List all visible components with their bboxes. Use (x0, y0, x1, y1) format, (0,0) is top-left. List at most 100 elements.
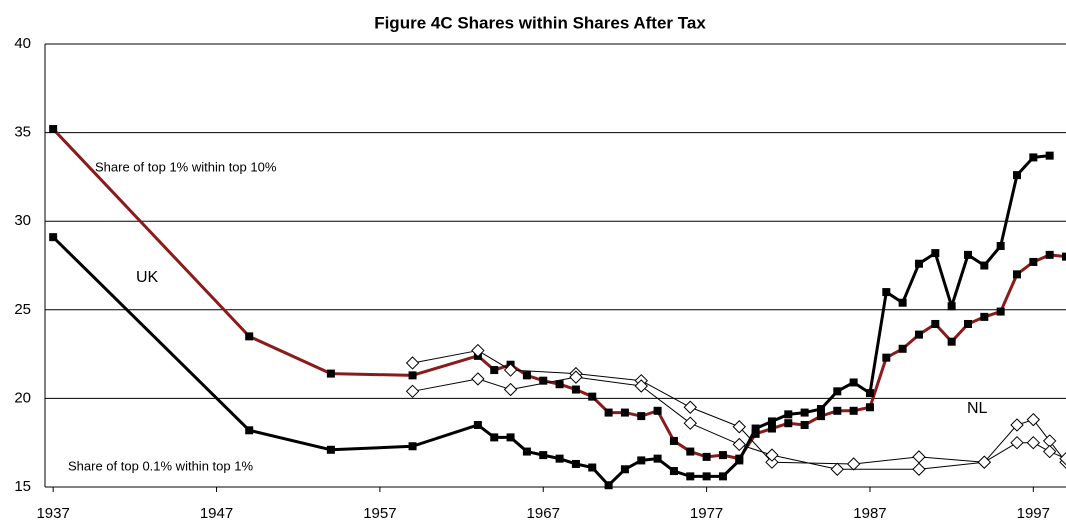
diamond-marker (405, 356, 420, 370)
square-marker (588, 392, 597, 401)
diamond-marker (405, 384, 420, 399)
square-marker (980, 312, 989, 321)
square-marker (245, 426, 254, 435)
square-marker (539, 376, 548, 385)
square-marker (571, 385, 580, 394)
diamond-marker (1010, 435, 1024, 450)
square-marker (767, 424, 776, 433)
square-marker (326, 369, 335, 378)
square-marker (784, 410, 793, 419)
y-tick-label: 35 (14, 124, 31, 141)
diamond-marker (732, 437, 746, 452)
square-marker (620, 408, 629, 417)
square-marker (637, 412, 646, 421)
square-marker (963, 319, 972, 328)
square-marker (980, 261, 989, 270)
square-marker (604, 481, 613, 490)
diamond-marker (912, 450, 926, 464)
x-tick-label: 1957 (363, 505, 396, 522)
square-marker (931, 319, 940, 328)
diamond-marker (569, 370, 583, 384)
square-marker (571, 459, 580, 468)
y-tick-label: 30 (14, 212, 31, 229)
y-tick-label: 40 (14, 35, 31, 52)
square-marker (702, 452, 711, 461)
diamond-marker (912, 462, 926, 476)
diamond-marker (683, 416, 697, 430)
square-marker (326, 445, 335, 454)
square-marker (914, 330, 923, 339)
square-marker (539, 451, 548, 460)
square-marker (555, 380, 564, 389)
square-marker (849, 406, 858, 415)
y-tick-label: 25 (14, 301, 31, 318)
square-marker (408, 371, 417, 380)
diamond-marker (471, 343, 485, 358)
diamond-marker (1026, 412, 1041, 427)
diamond-marker (765, 448, 779, 462)
square-marker (898, 344, 907, 353)
diamond-marker (1010, 418, 1024, 432)
square-marker (49, 125, 58, 134)
square-marker (718, 472, 727, 481)
annotation: Share of top 0.1% within top 1% (68, 458, 253, 473)
diamond-marker (846, 457, 861, 471)
square-marker (1045, 250, 1054, 259)
square-marker (555, 454, 564, 463)
annotation: NL (967, 400, 988, 417)
diamond-marker (634, 379, 648, 393)
square-marker (653, 454, 662, 463)
diamond-marker (503, 363, 518, 377)
annotation: UK (136, 269, 159, 286)
square-marker (604, 408, 613, 417)
square-marker (849, 378, 858, 387)
square-marker (522, 371, 531, 380)
diamond-marker (1059, 451, 1066, 466)
plot-area (49, 125, 1066, 490)
square-marker (245, 332, 254, 341)
square-marker (1012, 171, 1021, 180)
diamond-marker (830, 462, 845, 476)
square-marker (833, 406, 842, 415)
square-marker (751, 424, 760, 433)
x-tick-label: 1947 (200, 505, 233, 522)
square-marker (947, 337, 956, 346)
square-marker (865, 389, 874, 398)
square-marker (735, 456, 744, 465)
square-marker (865, 403, 874, 412)
square-marker (669, 467, 678, 476)
square-marker (767, 417, 776, 426)
square-marker (490, 366, 499, 375)
square-marker (490, 433, 499, 442)
x-tick-label: 1997 (1017, 505, 1050, 522)
square-marker (473, 420, 482, 429)
square-marker (963, 250, 972, 259)
square-marker (784, 419, 793, 428)
diamond-marker (1026, 435, 1041, 450)
square-marker (588, 463, 597, 472)
diamond-marker (732, 420, 746, 434)
square-marker (800, 420, 809, 429)
square-marker (996, 242, 1005, 251)
x-tick-label: 1967 (527, 505, 560, 522)
square-marker (686, 472, 695, 481)
series-line (52, 154, 1050, 487)
square-marker (408, 442, 417, 451)
grid (44, 43, 1066, 492)
series-line (52, 128, 1066, 461)
square-marker (637, 456, 646, 465)
diamond-marker (977, 455, 992, 469)
square-marker (947, 302, 956, 311)
square-marker (882, 288, 891, 297)
square-marker (702, 472, 711, 481)
square-marker (882, 353, 891, 362)
square-marker (506, 433, 515, 442)
square-marker (1029, 153, 1038, 162)
x-tick-label: 1937 (36, 505, 69, 522)
diamond-marker (683, 400, 697, 414)
y-tick-label: 15 (14, 478, 31, 495)
diamond-marker (1042, 444, 1057, 459)
square-marker (686, 447, 695, 456)
square-marker (816, 412, 825, 421)
